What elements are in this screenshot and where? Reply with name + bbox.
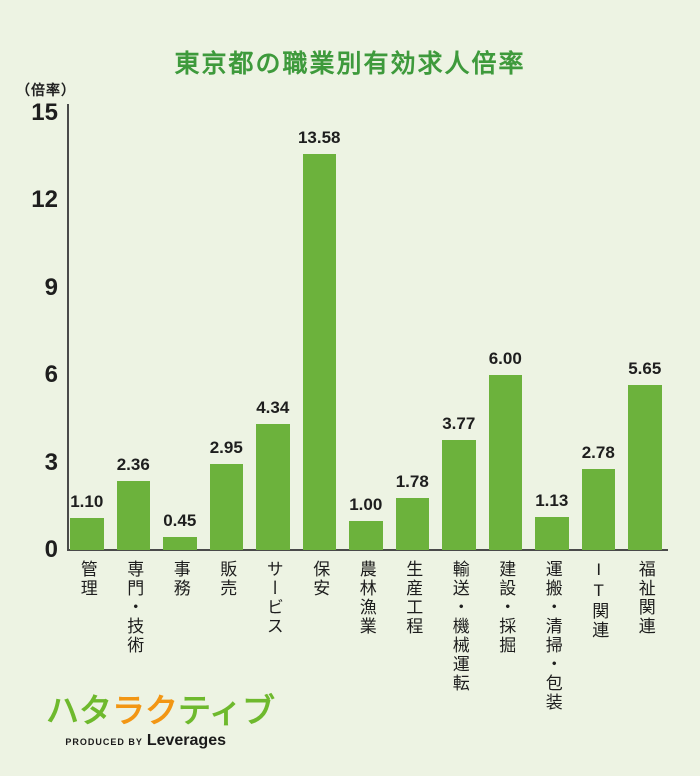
bar-value-label: 5.65 [628, 359, 662, 379]
bar-value-label: 1.78 [395, 472, 429, 492]
bar-category-label: 運搬・清掃・包装 [542, 560, 562, 712]
logo-char: ィ [209, 692, 243, 729]
bar-value-label: 4.34 [256, 397, 290, 417]
bar [442, 440, 476, 550]
bar-value-label: 0.45 [163, 510, 197, 530]
y-axis-tick-label: 12 [31, 186, 58, 214]
logo-wordmark: ハタラクティブ [46, 692, 306, 730]
bar-category-label: 建設・採掘 [496, 560, 516, 655]
bar-category-label: 保安 [310, 560, 330, 598]
bar-value-label: 6.00 [488, 349, 522, 369]
company-name-label: Leverages [146, 732, 226, 749]
bar-category-label: 農林漁業 [356, 560, 376, 636]
bar [581, 469, 615, 550]
bar-value-label: 1.10 [70, 491, 104, 511]
y-axis-tick-label: 15 [31, 99, 58, 127]
bar [70, 517, 104, 550]
bar-category-label: サービス [263, 560, 283, 636]
bar [256, 423, 290, 550]
bar-value-label: 1.00 [349, 494, 383, 514]
bar-value-label: 3.77 [442, 414, 476, 434]
x-axis-line [67, 549, 668, 551]
logo-char: タ [79, 692, 112, 729]
bar-value-label: 1.13 [535, 491, 569, 511]
bar-category-label: 福祉関連 [635, 560, 655, 636]
bar [535, 517, 569, 550]
bar [349, 520, 383, 550]
bar [163, 536, 197, 550]
bar-value-label: 2.36 [116, 455, 150, 475]
hatarakutive-logo: ハタラクティブ PRODUCED BY Leverages [46, 692, 306, 750]
logo-produced-line: PRODUCED BY Leverages [46, 732, 226, 750]
bar-category-label: 専門・技術 [124, 560, 144, 655]
bar-category-label: 生産工程 [403, 560, 423, 636]
bar-value-label: 2.78 [581, 443, 615, 463]
chart-title: 東京都の職業別有効求人倍率 [174, 50, 526, 78]
y-axis-tick-label: 3 [44, 448, 58, 476]
bar-value-label: 13.58 [297, 128, 341, 148]
bar-category-label: 事務 [170, 560, 190, 598]
y-axis-tick-label: 9 [44, 273, 58, 301]
logo-char: ク [145, 692, 178, 729]
logo-char: ラ [112, 692, 145, 729]
y-axis-tick-label: 6 [44, 361, 58, 389]
y-axis-line [67, 104, 69, 551]
bar [628, 385, 662, 550]
y-axis-unit-label: （倍率） [16, 82, 76, 98]
bar [116, 481, 150, 550]
bar-category-label: 管理 [77, 560, 97, 598]
bar-category-label: IT関連 [589, 560, 609, 640]
bar [209, 464, 243, 550]
bar [488, 375, 522, 550]
bar-value-label: 2.95 [209, 438, 243, 458]
bar-category-label: 輸送・機械運転 [449, 560, 469, 693]
bar [302, 154, 336, 550]
bar-category-label: 販売 [217, 560, 237, 598]
logo-char: ブ [242, 692, 276, 729]
bar [395, 498, 429, 550]
produced-by-label: PRODUCED BY [65, 737, 143, 747]
logo-char: テ [178, 692, 210, 729]
y-axis-tick-label: 0 [44, 536, 58, 563]
logo-char: ハ [46, 692, 79, 729]
